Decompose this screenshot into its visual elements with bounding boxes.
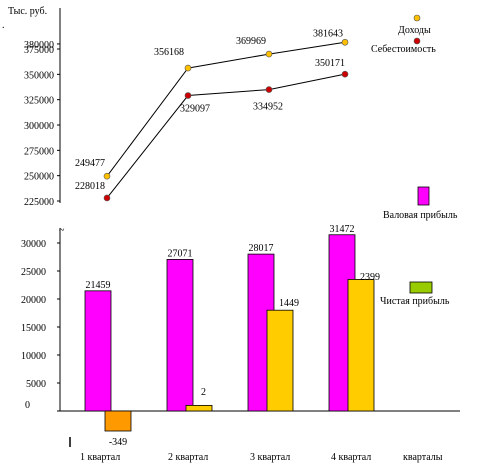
bar-chart-y-tick-label-1: 5000 bbox=[26, 379, 46, 390]
line-series-1-data-label-3: 350171 bbox=[315, 58, 345, 69]
line-series-0-data-label-1: 356168 bbox=[154, 47, 184, 58]
bar-net-2 bbox=[266, 309, 294, 412]
line-series-1-point-3 bbox=[341, 70, 349, 78]
line-chart-y-tick-label-2: 275000 bbox=[24, 146, 54, 157]
bar-legend-label-1: Чистая прибыль bbox=[380, 296, 450, 307]
bar-chart-y-tick-label-2: 10000 bbox=[21, 351, 46, 362]
bar-chart: ~0 5000 10000 15000 20000 25000 30000 21459 -349… bbox=[21, 186, 460, 463]
bar-category-label-3: 4 квартал bbox=[331, 452, 371, 463]
line-series-1-data-label-0: 228018 bbox=[75, 181, 105, 192]
line-chart-y-tick-label-6: 375000 bbox=[24, 45, 54, 56]
bar-category-label-1: 2 квартал bbox=[168, 452, 208, 463]
line-legend-marker-1 bbox=[413, 37, 421, 45]
bar-net-3 bbox=[347, 278, 375, 412]
line-series-1-data-label-1: 329097 bbox=[180, 104, 210, 115]
bar-gross-label-0: 21459 bbox=[86, 280, 111, 291]
bar-chart-y-tick-label-4: 20000 bbox=[21, 295, 46, 306]
bar-gross-label-3: 31472 bbox=[330, 224, 355, 235]
line-series-0-point-0 bbox=[103, 172, 111, 180]
line-legend-label-1: Себестоимость bbox=[371, 44, 436, 55]
bar-net-label-1: 2 bbox=[201, 387, 206, 398]
bar-net-label-0: -349 bbox=[109, 437, 127, 448]
line-chart-y-tick-label-3: 300000 bbox=[24, 121, 54, 132]
line-series-0-point-3 bbox=[341, 38, 349, 46]
bar-chart-y-tick-label-3: 15000 bbox=[21, 323, 46, 334]
bar-net-1 bbox=[185, 404, 213, 412]
bar-category-label-0: 1 квартал bbox=[80, 452, 120, 463]
bar-net-0 bbox=[104, 410, 132, 432]
bar-legend-marker-0 bbox=[417, 186, 430, 206]
line-chart-ylabel: Тыс. руб. bbox=[8, 6, 47, 17]
line-series-0-data-label-2: 369969 bbox=[236, 36, 266, 47]
bar-category-label-2: 3 квартал bbox=[250, 452, 290, 463]
bar-gross-label-2: 28017 bbox=[249, 243, 274, 254]
bar-net-label-3: 2399 bbox=[360, 272, 380, 283]
line-chart-y-tick-label-4: 325000 bbox=[24, 96, 54, 107]
line-chart-y-tick-label-0: 225000 bbox=[24, 197, 54, 208]
bar-net-label-2: 1449 bbox=[279, 298, 299, 309]
line-series-0-data-label-0: 249477 bbox=[75, 158, 105, 169]
line-chart-y-tick-label-7: 380000 bbox=[24, 40, 54, 51]
bar-gross-label-1: 27071 bbox=[168, 248, 193, 259]
line-series-0 bbox=[106, 41, 346, 177]
line-series-1-point-1 bbox=[184, 92, 192, 99]
bar-chart-y-tick-label-0: 0 bbox=[25, 400, 30, 411]
line-series-1-point-0 bbox=[103, 194, 111, 202]
line-legend-label-0: Доходы bbox=[398, 25, 431, 36]
line-series-0-point-2 bbox=[265, 50, 273, 58]
line-series-0-data-label-3: 381643 bbox=[313, 28, 343, 39]
bar-legend-marker-1 bbox=[409, 281, 433, 294]
line-chart-y-tick-label-1: 250000 bbox=[24, 172, 54, 183]
line-series-1-data-label-2: 334952 bbox=[253, 102, 283, 113]
bar-gross-1 bbox=[166, 259, 194, 412]
bar-chart-y-tick-label-5: 25000 bbox=[21, 267, 46, 278]
bar-gross-0 bbox=[84, 290, 112, 412]
bar-legend-label-0: Валовая прибыль bbox=[383, 210, 458, 221]
line-chart-dot: . bbox=[2, 20, 5, 31]
line-legend-marker-0 bbox=[413, 14, 421, 22]
line-series-1 bbox=[106, 73, 346, 199]
bar-chart-xlabel: кварталы bbox=[403, 452, 443, 463]
line-series-1-point-2 bbox=[265, 86, 273, 93]
bar-chart-y-tick-label-6: 30000 bbox=[21, 239, 46, 250]
line-chart-y-tick-label-5: 350000 bbox=[24, 70, 54, 81]
line-series-0-point-1 bbox=[184, 64, 192, 72]
line-chart: 225000 250000 275000 300000 325000 350000 3750… bbox=[24, 8, 436, 208]
bar-chart-tilde: ~ bbox=[59, 225, 65, 236]
